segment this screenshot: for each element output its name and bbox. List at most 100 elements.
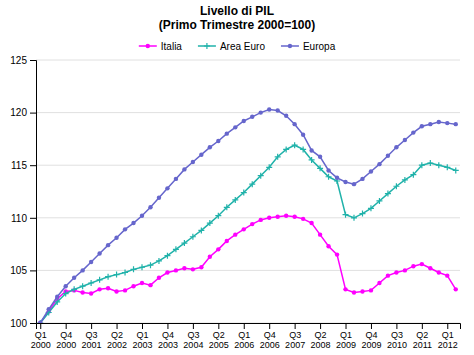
marker	[352, 182, 356, 186]
marker	[377, 281, 381, 285]
x-tick-label-line: 2010	[387, 340, 407, 350]
marker	[283, 146, 289, 152]
marker	[199, 265, 203, 269]
x-tick-mark	[40, 323, 41, 329]
x-tick: Q12000	[31, 323, 51, 350]
marker	[242, 227, 246, 231]
x-tick-mark	[193, 323, 194, 329]
marker	[343, 180, 347, 184]
x-tick-label-line: Q2	[315, 330, 327, 340]
marker	[267, 216, 271, 220]
x-tick-label: Q12012	[438, 330, 458, 350]
x-tick-label: Q32010	[387, 330, 407, 350]
marker	[445, 121, 449, 125]
marker	[437, 270, 441, 274]
x-tick-label-line: 2009	[336, 340, 356, 350]
marker	[258, 173, 264, 179]
marker	[97, 251, 101, 255]
marker	[173, 246, 179, 252]
marker	[292, 215, 296, 219]
y-tick: 100	[10, 318, 36, 329]
marker	[88, 280, 94, 286]
marker	[241, 190, 247, 196]
marker	[106, 286, 110, 290]
marker	[80, 290, 84, 294]
marker	[454, 122, 458, 126]
marker	[80, 283, 86, 289]
marker	[97, 287, 101, 291]
legend-marker	[204, 43, 210, 49]
marker	[292, 142, 298, 148]
marker	[444, 164, 450, 170]
marker	[71, 286, 77, 292]
x-tick-label-line: Q1	[442, 330, 454, 340]
x-tick: Q12003	[132, 323, 152, 350]
marker	[157, 196, 161, 200]
marker	[335, 252, 339, 256]
x-tick-label-line: Q1	[35, 330, 47, 340]
x-tick-label-line: 2001	[82, 340, 102, 350]
grid-line	[36, 165, 460, 166]
marker	[309, 157, 315, 163]
y-tick-mark	[30, 113, 36, 114]
marker	[114, 289, 118, 293]
legend-item: Area Euro	[198, 41, 265, 52]
x-tick: Q22005	[209, 323, 229, 350]
x-tick-label: Q32007	[285, 330, 305, 350]
marker	[318, 155, 322, 159]
marker	[394, 270, 398, 274]
x-tick-mark	[396, 323, 397, 329]
x-tick-label-line: 2005	[209, 340, 229, 350]
x-tick-mark	[320, 323, 321, 329]
marker	[47, 307, 51, 311]
marker	[385, 191, 391, 197]
marker	[89, 260, 93, 264]
x-tick-mark	[167, 323, 168, 329]
marker	[97, 277, 103, 283]
marker	[207, 220, 213, 226]
y-tick: 115	[11, 160, 36, 171]
marker	[55, 295, 59, 299]
x-tick-label-line: Q1	[340, 330, 352, 340]
x-axis: Q12000Q42000Q32001Q22002Q12003Q42003Q320…	[31, 323, 461, 350]
y-tick-mark	[30, 165, 36, 166]
x-tick-label: Q42006	[260, 330, 280, 350]
marker	[131, 221, 135, 225]
marker	[208, 255, 212, 259]
marker	[250, 115, 254, 119]
x-tick-label-line: Q4	[60, 330, 72, 340]
x-tick-label-line: Q4	[264, 330, 276, 340]
x-tick-mark	[346, 323, 347, 329]
marker	[242, 119, 246, 123]
x-tick-label-line: 2000	[56, 340, 76, 350]
x-tick-mark	[218, 323, 219, 329]
marker	[376, 198, 382, 204]
marker	[165, 186, 169, 190]
y-tick-mark	[30, 270, 36, 271]
marker	[139, 264, 145, 270]
legend-label: Italia	[161, 41, 183, 52]
x-tick-label-line: 2003	[158, 340, 178, 350]
marker	[63, 291, 69, 297]
x-tick-mark	[117, 323, 118, 329]
x-tick-label-line: Q3	[187, 330, 199, 340]
marker	[317, 165, 323, 171]
x-tick-label-line: 2008	[311, 340, 331, 350]
series-line	[40, 109, 456, 323]
x-tick: Q32010	[387, 323, 407, 350]
marker	[267, 107, 271, 111]
marker	[224, 204, 230, 210]
marker	[259, 218, 263, 222]
grid	[36, 60, 460, 323]
marker	[215, 213, 221, 219]
marker	[445, 273, 449, 277]
marker	[419, 162, 425, 168]
marker	[147, 262, 153, 268]
marker	[369, 288, 373, 292]
marker	[216, 139, 220, 143]
marker	[89, 291, 93, 295]
marker	[63, 284, 67, 288]
y-axis: 100105110115120125	[10, 55, 36, 329]
marker	[174, 268, 178, 272]
x-tick-label: Q22008	[311, 330, 331, 350]
